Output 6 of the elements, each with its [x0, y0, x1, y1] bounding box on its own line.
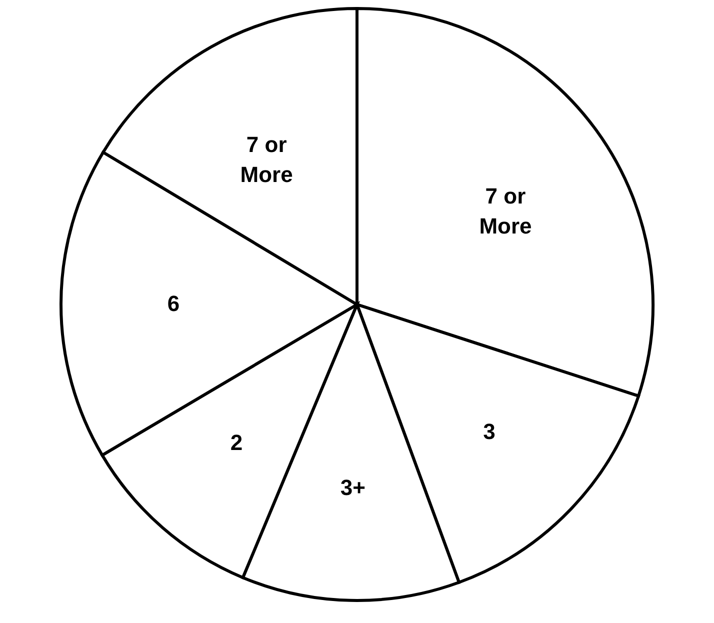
slice-label: 2 [230, 430, 243, 455]
slice-label: 3+ [340, 474, 366, 500]
slice-label: 7 or More [479, 184, 532, 239]
slice-label: 7 or More [240, 132, 293, 187]
slice-label: 3 [483, 418, 496, 444]
slice-label: 6 [167, 290, 180, 316]
